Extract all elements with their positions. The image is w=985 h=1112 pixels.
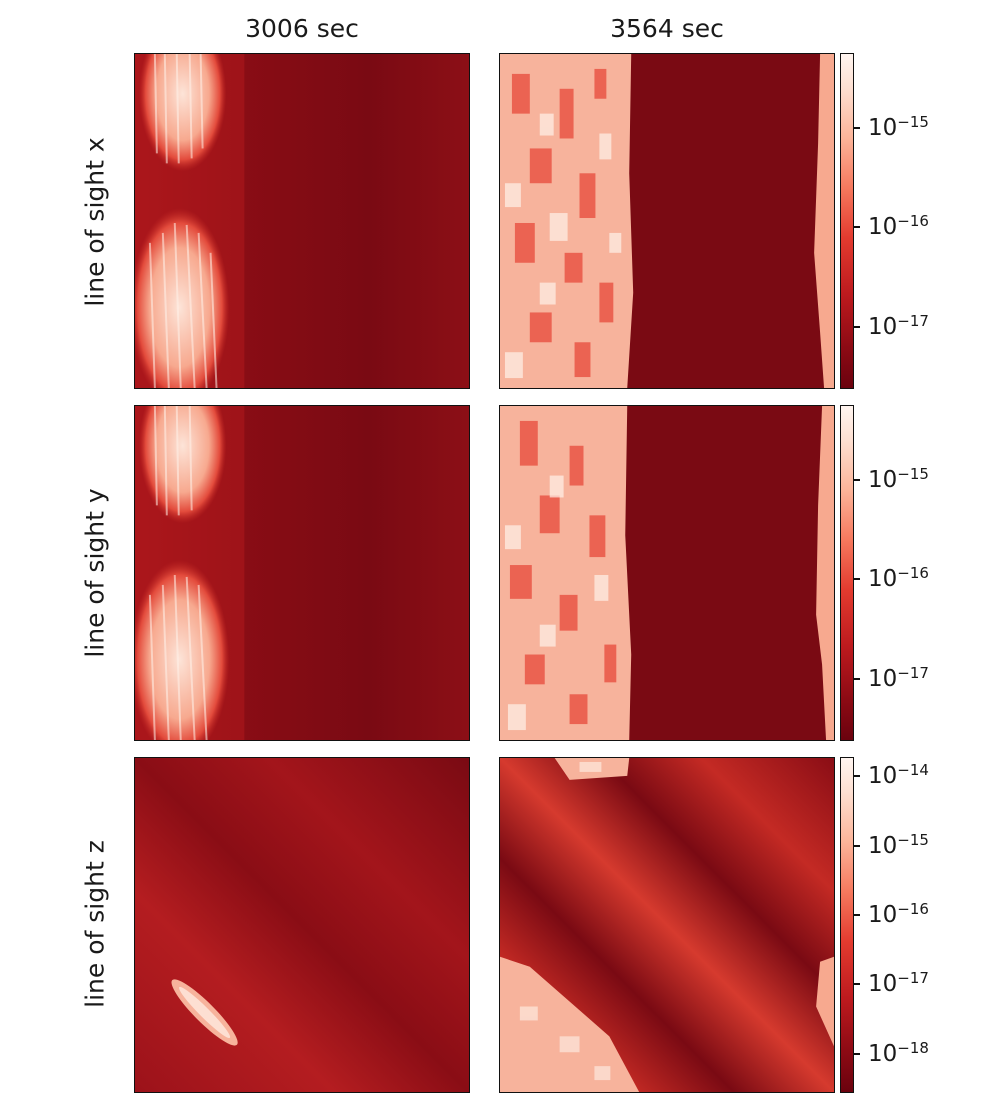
colorbar-z-ticklabel: 10−18 bbox=[868, 1041, 929, 1067]
heatmap-z-3006 bbox=[134, 757, 470, 1093]
colorbar-z-tick bbox=[854, 845, 860, 847]
colorbar-x bbox=[840, 53, 854, 389]
colorbar-y-ticklabel: 10−15 bbox=[868, 467, 929, 493]
colorbar-z-ticklabel: 10−14 bbox=[868, 763, 929, 789]
row-label-x: line of sight x bbox=[81, 137, 110, 306]
colorbar-x-tick bbox=[854, 127, 860, 129]
colorbar-y-tick bbox=[854, 479, 860, 481]
colorbar-y-tick bbox=[854, 678, 860, 680]
colorbar-z-ticklabel: 10−15 bbox=[868, 833, 929, 859]
row-label-y: line of sight y bbox=[81, 488, 110, 657]
colorbar-y-tick bbox=[854, 578, 860, 580]
heatmap-y-3564 bbox=[499, 405, 835, 741]
heatmap-y-3006 bbox=[134, 405, 470, 741]
row-label-z: line of sight z bbox=[81, 840, 110, 1008]
heatmap-z-3564 bbox=[499, 757, 835, 1093]
colorbar-x-ticklabel: 10−16 bbox=[868, 214, 929, 240]
colorbar-z-tick bbox=[854, 914, 860, 916]
colorbar-y-ticklabel: 10−16 bbox=[868, 566, 929, 592]
colorbar-x-tick bbox=[854, 326, 860, 328]
colorbar-z-tick bbox=[854, 1053, 860, 1055]
colorbar-y bbox=[840, 405, 854, 741]
colorbar-z-ticklabel: 10−16 bbox=[868, 902, 929, 928]
colorbar-z bbox=[840, 757, 854, 1093]
colorbar-x-tick bbox=[854, 226, 860, 228]
colorbar-x-ticklabel: 10−17 bbox=[868, 314, 929, 340]
colorbar-z-tick bbox=[854, 983, 860, 985]
column-title-1: 3006 sec bbox=[134, 14, 470, 43]
colorbar-y-ticklabel: 10−17 bbox=[868, 666, 929, 692]
column-title-2: 3564 sec bbox=[499, 14, 835, 43]
colorbar-z-ticklabel: 10−17 bbox=[868, 971, 929, 997]
heatmap-x-3006 bbox=[134, 53, 470, 389]
colorbar-x-ticklabel: 10−15 bbox=[868, 115, 929, 141]
colorbar-z-tick bbox=[854, 775, 860, 777]
heatmap-x-3564 bbox=[499, 53, 835, 389]
